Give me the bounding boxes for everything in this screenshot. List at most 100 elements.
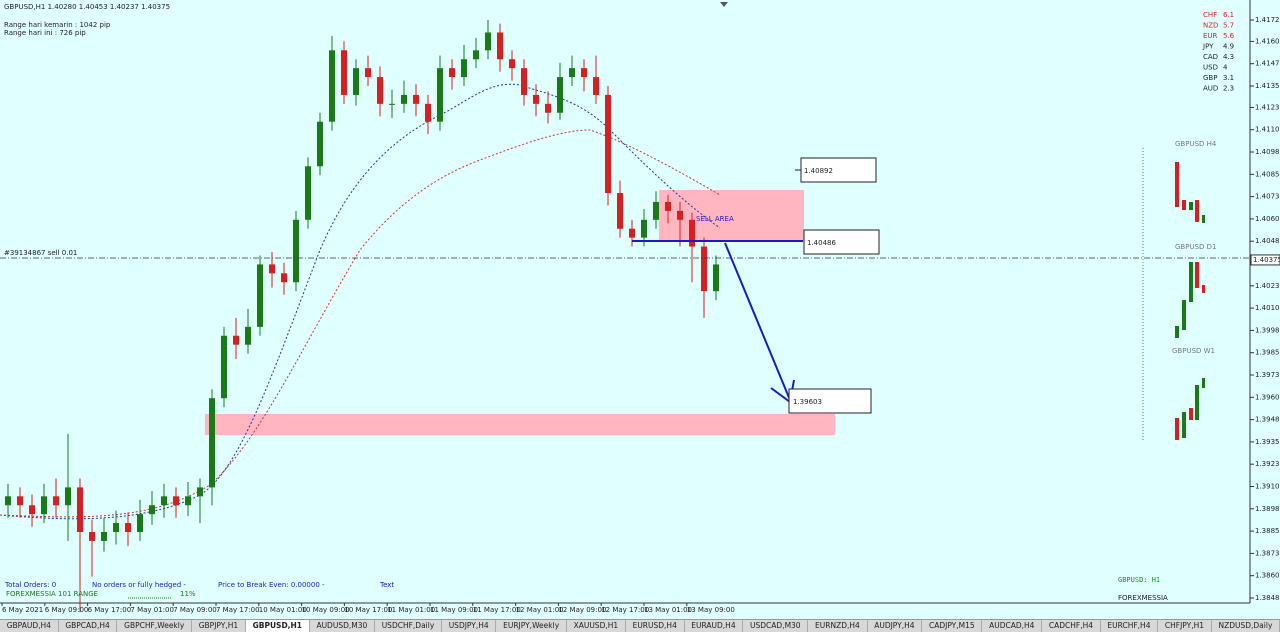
time-tick-label: 12 May 09:00 [558,606,606,614]
price-tick-label: 1.39230 [1255,460,1280,468]
price-tick-label: 1.40605 [1255,215,1280,223]
time-tick-label: 11 May 01:00 [387,606,435,614]
price-tick-label: 1.38480 [1255,594,1280,602]
chart-tab[interactable]: GBPUSD,H1 [245,620,310,632]
break-even: Price to Break Even: 0.00000 - [218,581,325,589]
currency-score: 4.3 [1223,53,1234,61]
currency-name: JPY [1202,43,1214,51]
price-axis: 1.41720 1.41600 1.41475 1.41350 1.41230 1.411… [1250,16,1280,602]
candle-body [677,210,683,220]
candle-body [125,523,131,532]
candle-body [689,219,695,247]
candle-body [269,264,275,274]
chart-tab[interactable]: EURCHF,H4 [1101,620,1159,632]
price-tick-label: 1.38855 [1255,527,1280,535]
candle-body [17,496,23,506]
price-tick-label: 1.41720 [1255,16,1280,24]
candle-body [41,496,47,515]
chart-tab[interactable]: NZDUSD,Daily [1212,620,1280,632]
candle-body [665,201,671,211]
candle-body [221,335,227,399]
candle-body [29,505,35,515]
candle-body [341,50,347,95]
chart-tab[interactable]: GBPAUD,H4 [0,620,59,632]
candle-body [473,50,479,60]
candles [5,20,719,613]
currency-score: 3.1 [1223,74,1234,82]
range-info: Range hari ini : 726 pip [4,29,86,37]
currency-score: 4.9 [1223,43,1234,51]
candle-body [653,201,659,220]
time-tick-label: 7 May 17:00 [216,606,260,614]
price-tick-label: 1.40105 [1255,304,1280,312]
tab-bar: GBPAUD,H4 GBPCAD,H4 GBPCHF,Weekly GBPJPY,H1… [0,619,1280,632]
currency-name: GBP [1203,74,1217,82]
candle-body [65,487,71,506]
candle-body [485,32,491,51]
price-tick-label: 1.39855 [1255,349,1280,357]
currency-score: 4 [1223,64,1228,72]
chart-tab[interactable]: GBPJPY,H1 [192,620,246,632]
chart-tab[interactable]: USDCAD,M30 [743,620,809,632]
candle-body [53,496,59,506]
price-box [803,229,880,255]
candle-body [281,273,287,283]
chart-tab[interactable]: USDJPY,H4 [442,620,497,632]
candle-body [209,398,215,488]
chart-tab[interactable]: AUDJPY,H4 [868,620,923,632]
chart-tab[interactable]: EURAUD,H4 [685,620,744,632]
chart-tab[interactable]: CHFJPY,H1 [1158,620,1212,632]
time-tick-label: 13 May 09:00 [687,606,735,614]
chart-tab[interactable]: GBPCHF,Weekly [117,620,193,632]
chart-tab[interactable]: CADCHF,H4 [1042,620,1101,632]
range-info: Range hari kemarin : 1042 pip [4,21,111,29]
price-label: 1.39603 [793,398,822,406]
chart-tab[interactable]: EURNZD,H4 [808,620,868,632]
chart-tab[interactable]: AUDCAD,H4 [982,620,1043,632]
candle-body [557,77,563,113]
candle-body [293,219,299,283]
fast-ma [0,83,721,520]
time-axis: 6 May 2021 6 May 09:00 6 May 17:00 7 May 01… [1,603,735,614]
arrow-shaft [724,242,791,401]
candle-body [353,68,359,95]
candle-body [173,496,179,506]
time-tick-label: 13 May 01:00 [644,606,692,614]
candle-body [305,166,311,220]
candle-body [5,496,11,506]
currency-name: NZD [1203,22,1218,30]
candle-body [641,219,647,238]
candle-body [701,246,707,292]
chart-tab[interactable]: EURJPY,Weekly [496,620,567,632]
candle-body [545,103,551,113]
candle-body [497,32,503,60]
price-label: 1.40486 [807,239,836,247]
chart-tab[interactable]: CADJPY,M15 [922,620,983,632]
price-box [788,388,872,414]
chart-tab[interactable]: GBPCAD,H4 [59,620,118,632]
price-label: 1.40892 [804,167,833,175]
price-tick-label: 1.39730 [1255,371,1280,379]
price-tick-label: 1.39355 [1255,438,1280,446]
time-tick-label: 10 May 01:00 [259,606,307,614]
time-tick-label: 7 May 01:00 [130,606,174,614]
mini-candles [1175,162,1205,440]
price-tick-label: 1.39480 [1255,416,1280,424]
chart-tab[interactable]: XAUUSD,H1 [567,620,626,632]
candle-body [461,59,467,78]
slow-ma [0,129,721,518]
price-tick-label: 1.39980 [1255,326,1280,334]
currency-name: CAD [1203,53,1218,61]
candle-body [389,103,395,105]
hedge-info: No orders or fully hedged - [92,581,186,589]
chart-tab[interactable]: AUDUSD,M30 [310,620,375,632]
candle-body [629,228,635,238]
currency-score: 2.3 [1223,85,1234,93]
chart-tab[interactable]: USDCHF,Daily [375,620,442,632]
price-tick-label: 1.41350 [1255,82,1280,90]
chart-tab[interactable]: EURUSD,H4 [626,620,685,632]
candle-body [245,326,251,345]
time-tick-label: 7 May 09:00 [173,606,217,614]
candle-body [437,68,443,122]
